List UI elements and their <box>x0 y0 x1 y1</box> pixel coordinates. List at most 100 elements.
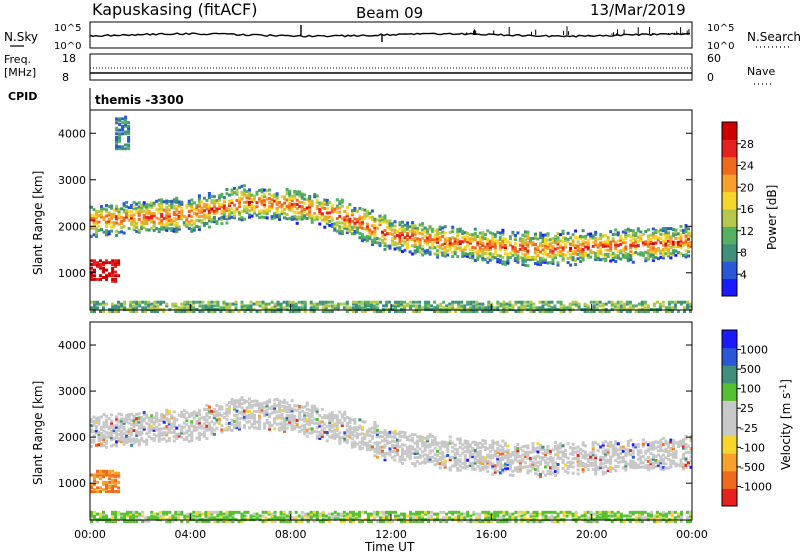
power-cell <box>586 243 590 247</box>
velocity-cell <box>503 443 507 447</box>
power-cell <box>473 250 477 254</box>
velocity-cell <box>197 409 201 412</box>
power-feature-cell <box>114 279 118 283</box>
power-feature-cell <box>276 300 280 304</box>
velocity-cell <box>488 462 492 466</box>
power-cell <box>145 222 149 225</box>
velocity-cell <box>165 433 169 437</box>
velocity-cell <box>416 456 420 459</box>
velocity-cell <box>253 416 256 420</box>
power-cell <box>669 252 673 256</box>
power-cell <box>441 251 445 255</box>
power-feature-cell <box>156 310 160 313</box>
velocity-cell <box>456 437 460 441</box>
power-cell <box>233 191 236 195</box>
power-cell <box>581 252 585 256</box>
velocity-cell <box>120 436 124 439</box>
nave-tick-bottom: 0 <box>707 71 714 84</box>
velocity-feature-cell <box>126 512 130 516</box>
velocity-cell <box>207 422 211 426</box>
power-cell <box>431 242 435 246</box>
velocity-cell <box>396 440 399 444</box>
power-cell <box>110 204 114 208</box>
power-cell <box>130 220 134 224</box>
power-feature-cell <box>114 263 118 266</box>
velocity-cell <box>215 418 219 422</box>
velocity-cell <box>300 428 304 432</box>
power-cell <box>609 240 613 244</box>
power-cell <box>629 245 633 249</box>
power-feature-cell <box>195 300 199 304</box>
power-cell <box>689 244 693 248</box>
power-cell <box>157 207 161 210</box>
power-cell <box>576 240 580 244</box>
velocity-cell <box>278 405 282 409</box>
velocity-cell <box>97 416 101 420</box>
power-feature-cell <box>589 300 593 304</box>
power-cell <box>446 253 450 257</box>
power-cell <box>604 244 608 248</box>
velocity-cell <box>428 443 432 447</box>
power-feature-cell <box>153 304 157 308</box>
power-feature-cell <box>363 310 367 313</box>
velocity-cell <box>175 426 179 430</box>
power-cell <box>621 238 625 242</box>
power-feature-cell <box>174 304 178 308</box>
velocity-feature-cell <box>114 520 118 523</box>
velocity-cell <box>102 421 106 425</box>
power-cell <box>413 238 417 242</box>
power-cell <box>536 237 540 241</box>
velocity-cell <box>486 455 490 459</box>
velocity-cell <box>330 434 334 438</box>
power-cell <box>220 203 224 207</box>
power-feature-cell <box>673 300 677 304</box>
velocity-cell <box>476 454 480 458</box>
velocity-feature-cell <box>111 490 115 494</box>
velocity-cell <box>611 454 615 458</box>
velocity-cell <box>340 421 344 425</box>
power-cell <box>243 194 246 198</box>
power-cell <box>140 204 144 207</box>
power-cell <box>220 222 224 226</box>
velocity-feature-cell <box>96 486 99 490</box>
power-cell <box>140 210 144 214</box>
velocity-cell <box>363 443 367 447</box>
colorbar-tick-label: 16 <box>740 203 754 216</box>
power-feature-cell <box>646 310 650 313</box>
power-feature-cell <box>529 306 533 310</box>
velocity-cell <box>355 428 359 432</box>
power-cell <box>248 215 251 219</box>
power-cell <box>365 239 369 243</box>
power-cell <box>491 234 495 238</box>
power-cell <box>200 206 204 210</box>
velocity-cell <box>584 450 588 454</box>
power-feature-cell <box>105 302 108 306</box>
velocity-cell <box>591 449 595 453</box>
power-cell <box>243 184 246 188</box>
velocity-cell <box>629 449 633 453</box>
velocity-cell <box>100 434 103 438</box>
velocity-cell <box>160 433 164 437</box>
power-cell <box>506 255 510 259</box>
velocity-cell <box>406 452 409 456</box>
power-feature-cell <box>400 302 403 306</box>
power-cell <box>330 225 334 228</box>
power-cell <box>97 214 101 218</box>
velocity-cell <box>556 469 560 473</box>
velocity-cell <box>255 403 259 407</box>
power-cell <box>684 228 688 232</box>
velocity-cell <box>569 446 573 450</box>
power-feature-cell <box>105 274 108 278</box>
velocity-cell <box>258 418 262 422</box>
power-feature-cell <box>400 300 403 304</box>
velocity-cell <box>280 421 284 425</box>
velocity-feature-cell <box>162 516 166 520</box>
velocity-cell <box>463 441 467 445</box>
colorbar-step <box>722 261 737 280</box>
power-feature-cell <box>111 274 115 278</box>
power-cell <box>150 205 154 209</box>
velocity-cell <box>363 433 367 437</box>
power-cell <box>556 253 560 256</box>
velocity-feature-cell <box>153 512 157 516</box>
power-feature-cell <box>111 268 115 272</box>
